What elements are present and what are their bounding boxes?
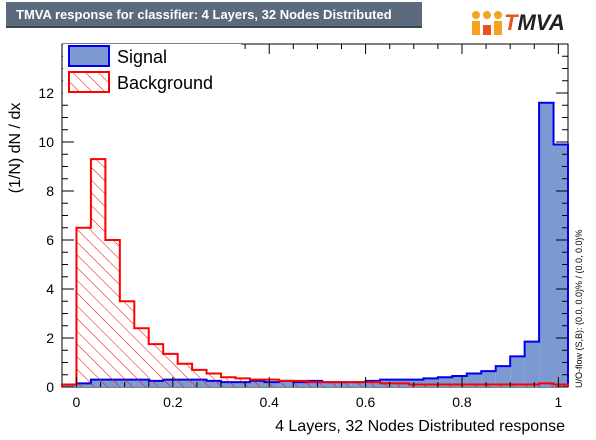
x-axis-title: 4 Layers, 32 Nodes Distributed response — [275, 418, 565, 435]
background-bin — [380, 383, 395, 387]
y-tick-label: 8 — [46, 183, 54, 199]
signal-bin — [510, 356, 525, 387]
background-bin — [62, 384, 77, 387]
background-bin — [221, 377, 236, 387]
tmva-logo: TMVA — [470, 8, 590, 40]
background-bin — [437, 384, 453, 387]
tmva-logo-icon — [472, 11, 502, 35]
y-tick-label: 0 — [46, 379, 54, 395]
background-bin — [408, 384, 424, 387]
legend-signal-label: Signal — [117, 47, 167, 67]
background-bin — [307, 382, 323, 387]
legend-background-swatch — [68, 71, 110, 93]
y-tick-label: 10 — [38, 134, 54, 150]
background-bin — [293, 380, 308, 387]
tmva-logo-text: TMVA — [504, 10, 565, 36]
background-bin — [394, 383, 409, 387]
background-bin — [539, 383, 554, 387]
signal-bin — [524, 341, 540, 387]
background-bin — [278, 380, 294, 387]
overflow-note: U/O-flow (S,B): (0.0, 0.0)% / (0.0, 0.0)… — [574, 229, 584, 388]
background-bin — [452, 384, 467, 387]
signal-bin — [553, 144, 568, 387]
signal-bin — [452, 375, 467, 387]
legend-background-label: Background — [117, 73, 213, 93]
tmva-logo-letters: MVA — [517, 10, 565, 35]
plot-title-box: TMVA response for classifier: 4 Layers, … — [6, 2, 422, 28]
signal-bin — [481, 371, 496, 387]
x-tick-label: 0.6 — [356, 394, 376, 410]
signal-bin — [495, 366, 511, 387]
background-bin — [524, 384, 540, 387]
y-tick-label: 12 — [38, 85, 54, 101]
y-tick-label: 2 — [46, 330, 54, 346]
x-tick-label: 0.4 — [259, 394, 279, 410]
background-histogram — [62, 159, 568, 387]
background-outline — [61, 158, 569, 387]
background-bin — [90, 159, 106, 387]
background-bin — [192, 369, 207, 387]
background-bin — [105, 240, 120, 387]
background-bin — [466, 384, 482, 387]
signal-bin — [437, 377, 453, 387]
tmva-logo-letter-t: T — [504, 10, 518, 35]
background-bin — [510, 384, 525, 387]
signal-bin — [408, 379, 424, 387]
background-bin — [249, 379, 265, 387]
signal-bin — [539, 102, 554, 388]
x-tick-label: 0 — [73, 394, 81, 410]
background-bin — [495, 384, 511, 387]
background-bin — [119, 301, 135, 387]
background-bin — [134, 328, 149, 387]
background-bin — [423, 384, 438, 387]
background-bin — [264, 379, 279, 387]
background-bin — [322, 382, 337, 387]
background-bin — [336, 382, 352, 387]
y-tick-label: 4 — [46, 281, 54, 297]
background-bin — [163, 353, 178, 387]
background-bin — [235, 378, 250, 387]
background-bin — [76, 227, 91, 387]
x-tick-label: 0.2 — [163, 394, 183, 410]
x-axis: 0 0.2 0.4 0.6 0.8 1 — [73, 44, 562, 410]
background-bin — [351, 382, 366, 387]
background-bin — [481, 384, 496, 387]
background-bin — [365, 382, 381, 387]
signal-bin — [423, 378, 438, 387]
y-tick-label: 6 — [46, 232, 54, 248]
background-bin — [206, 373, 222, 387]
legend-signal-swatch — [68, 45, 110, 67]
y-axis-title: (1/N) dN / dx — [7, 103, 24, 194]
background-bin — [148, 344, 164, 387]
legend: Signal Background — [63, 44, 241, 98]
plot-title: TMVA response for classifier: 4 Layers, … — [16, 7, 392, 22]
background-bin — [177, 363, 193, 387]
x-tick-label: 1 — [554, 394, 562, 410]
x-tick-label: 0.8 — [452, 394, 472, 410]
background-bin — [553, 384, 568, 387]
